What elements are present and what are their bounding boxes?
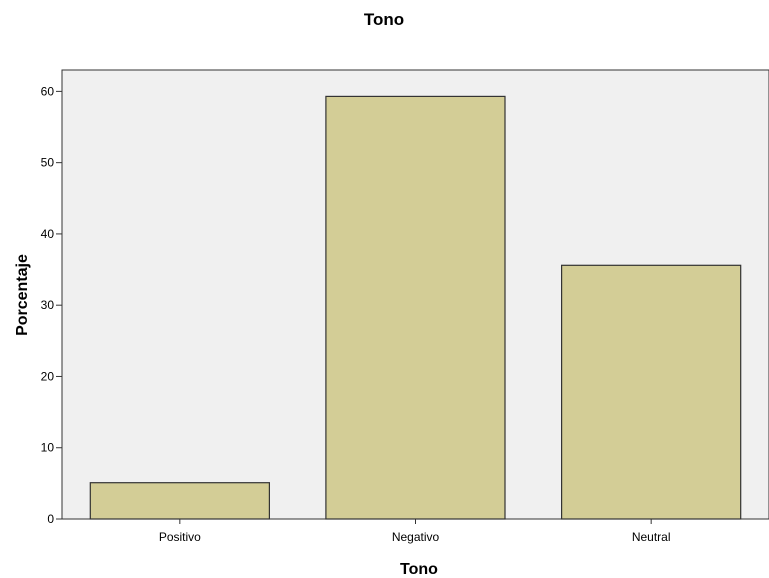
x-tick-label-negativo: Negativo [392,530,440,544]
x-axis: Positivo Negativo Neutral [159,519,671,544]
y-axis: 0 10 20 30 40 50 60 [41,84,62,526]
y-tick-label-0: 0 [47,512,54,526]
y-tick-label-50: 50 [41,156,55,170]
y-tick-label-40: 40 [41,227,55,241]
bar-positivo [89,482,271,520]
x-axis-title: Tono [400,561,438,578]
bar-neutral [560,264,742,520]
x-tick-label-positivo: Positivo [159,530,201,544]
y-tick-label-30: 30 [41,298,55,312]
y-tick-label-10: 10 [41,441,55,455]
bar-negativo [325,95,506,520]
y-axis-title: Porcentaje [14,254,31,336]
y-tick-label-20: 20 [41,369,55,383]
chart-title: Tono [364,10,404,29]
y-tick-label-60: 60 [41,84,55,98]
x-tick-label-neutral: Neutral [632,530,671,544]
